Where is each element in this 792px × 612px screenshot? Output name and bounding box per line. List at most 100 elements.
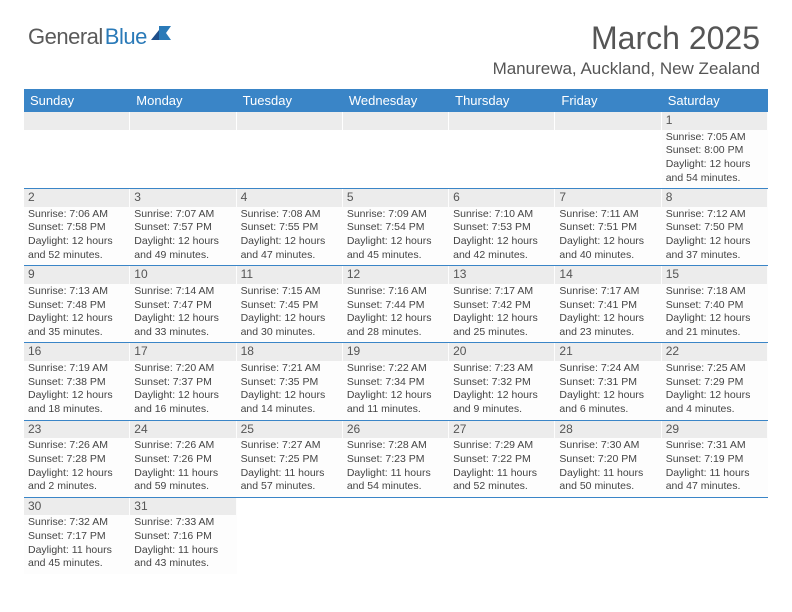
day-number: 27 (449, 421, 554, 439)
sunrise-text: Sunrise: 7:29 AM (453, 439, 550, 453)
day-number (449, 112, 554, 130)
daylight-text: Daylight: 12 hours (347, 235, 444, 249)
flag-icon (151, 26, 173, 49)
day-header-saturday: Saturday (662, 89, 768, 112)
sunrise-text: Sunrise: 7:15 AM (241, 285, 338, 299)
sunset-text: Sunset: 8:00 PM (666, 144, 763, 158)
day-cell (449, 112, 555, 188)
day-number: 30 (24, 498, 129, 516)
sunset-text: Sunset: 7:29 PM (666, 376, 763, 390)
daylight-text: and 45 minutes. (347, 249, 444, 263)
logo-general: General (28, 24, 103, 50)
daylight-text: Daylight: 11 hours (241, 467, 338, 481)
day-cell: 21Sunrise: 7:24 AMSunset: 7:31 PMDayligh… (555, 343, 661, 419)
sunset-text: Sunset: 7:55 PM (241, 221, 338, 235)
day-number: 18 (237, 343, 342, 361)
sunset-text: Sunset: 7:42 PM (453, 299, 550, 313)
day-number: 3 (130, 189, 235, 207)
sunrise-text: Sunrise: 7:08 AM (241, 208, 338, 222)
week-row: 30Sunrise: 7:32 AMSunset: 7:17 PMDayligh… (24, 498, 768, 574)
sunrise-text: Sunrise: 7:22 AM (347, 362, 444, 376)
daylight-text: and 28 minutes. (347, 326, 444, 340)
day-number: 12 (343, 266, 448, 284)
daylight-text: Daylight: 12 hours (559, 312, 656, 326)
day-number (237, 112, 342, 130)
sunrise-text: Sunrise: 7:26 AM (134, 439, 231, 453)
day-cell (237, 112, 343, 188)
sunrise-text: Sunrise: 7:30 AM (559, 439, 656, 453)
day-header-thursday: Thursday (449, 89, 555, 112)
day-cell: 8Sunrise: 7:12 AMSunset: 7:50 PMDaylight… (662, 189, 768, 265)
daylight-text: Daylight: 11 hours (28, 544, 125, 558)
week-row: 9Sunrise: 7:13 AMSunset: 7:48 PMDaylight… (24, 266, 768, 343)
day-header-wednesday: Wednesday (343, 89, 449, 112)
sunrise-text: Sunrise: 7:12 AM (666, 208, 763, 222)
daylight-text: Daylight: 12 hours (347, 389, 444, 403)
daylight-text: and 6 minutes. (559, 403, 656, 417)
logo: General Blue (28, 24, 173, 50)
day-cell: 27Sunrise: 7:29 AMSunset: 7:22 PMDayligh… (449, 421, 555, 497)
daylight-text: and 54 minutes. (347, 480, 444, 494)
day-number: 7 (555, 189, 660, 207)
day-cell: 26Sunrise: 7:28 AMSunset: 7:23 PMDayligh… (343, 421, 449, 497)
day-number: 26 (343, 421, 448, 439)
day-number: 28 (555, 421, 660, 439)
day-number (237, 498, 342, 500)
day-number (449, 498, 554, 500)
sunset-text: Sunset: 7:22 PM (453, 453, 550, 467)
sunset-text: Sunset: 7:54 PM (347, 221, 444, 235)
week-row: 23Sunrise: 7:26 AMSunset: 7:28 PMDayligh… (24, 421, 768, 498)
day-header-friday: Friday (555, 89, 661, 112)
daylight-text: Daylight: 12 hours (241, 235, 338, 249)
sunset-text: Sunset: 7:23 PM (347, 453, 444, 467)
sunset-text: Sunset: 7:37 PM (134, 376, 231, 390)
daylight-text: Daylight: 11 hours (134, 544, 231, 558)
sunrise-text: Sunrise: 7:24 AM (559, 362, 656, 376)
day-header-sunday: Sunday (24, 89, 130, 112)
day-cell: 12Sunrise: 7:16 AMSunset: 7:44 PMDayligh… (343, 266, 449, 342)
week-row: 16Sunrise: 7:19 AMSunset: 7:38 PMDayligh… (24, 343, 768, 420)
location: Manurewa, Auckland, New Zealand (24, 59, 760, 79)
day-number: 22 (662, 343, 767, 361)
day-number (555, 498, 660, 500)
sunset-text: Sunset: 7:25 PM (241, 453, 338, 467)
day-cell: 23Sunrise: 7:26 AMSunset: 7:28 PMDayligh… (24, 421, 130, 497)
sunset-text: Sunset: 7:32 PM (453, 376, 550, 390)
day-number: 1 (662, 112, 767, 130)
day-number (130, 112, 235, 130)
daylight-text: Daylight: 12 hours (666, 389, 763, 403)
calendar: SundayMondayTuesdayWednesdayThursdayFrid… (24, 89, 768, 574)
daylight-text: and 11 minutes. (347, 403, 444, 417)
sunrise-text: Sunrise: 7:21 AM (241, 362, 338, 376)
day-cell: 7Sunrise: 7:11 AMSunset: 7:51 PMDaylight… (555, 189, 661, 265)
daylight-text: and 59 minutes. (134, 480, 231, 494)
daylight-text: and 14 minutes. (241, 403, 338, 417)
day-number (662, 498, 767, 500)
daylight-text: and 33 minutes. (134, 326, 231, 340)
day-cell: 9Sunrise: 7:13 AMSunset: 7:48 PMDaylight… (24, 266, 130, 342)
daylight-text: Daylight: 12 hours (559, 389, 656, 403)
day-cell: 15Sunrise: 7:18 AMSunset: 7:40 PMDayligh… (662, 266, 768, 342)
day-cell: 10Sunrise: 7:14 AMSunset: 7:47 PMDayligh… (130, 266, 236, 342)
logo-blue: Blue (105, 24, 147, 50)
day-cell: 22Sunrise: 7:25 AMSunset: 7:29 PMDayligh… (662, 343, 768, 419)
daylight-text: Daylight: 12 hours (28, 467, 125, 481)
daylight-text: and 9 minutes. (453, 403, 550, 417)
sunrise-text: Sunrise: 7:18 AM (666, 285, 763, 299)
daylight-text: Daylight: 11 hours (666, 467, 763, 481)
daylight-text: and 35 minutes. (28, 326, 125, 340)
sunrise-text: Sunrise: 7:05 AM (666, 131, 763, 145)
daylight-text: Daylight: 12 hours (241, 312, 338, 326)
sunset-text: Sunset: 7:47 PM (134, 299, 231, 313)
daylight-text: and 52 minutes. (28, 249, 125, 263)
week-row: 2Sunrise: 7:06 AMSunset: 7:58 PMDaylight… (24, 189, 768, 266)
day-number: 16 (24, 343, 129, 361)
sunrise-text: Sunrise: 7:27 AM (241, 439, 338, 453)
daylight-text: and 42 minutes. (453, 249, 550, 263)
sunrise-text: Sunrise: 7:32 AM (28, 516, 125, 530)
day-number: 13 (449, 266, 554, 284)
day-header-tuesday: Tuesday (237, 89, 343, 112)
day-number: 23 (24, 421, 129, 439)
day-number (24, 112, 129, 130)
day-cell: 13Sunrise: 7:17 AMSunset: 7:42 PMDayligh… (449, 266, 555, 342)
